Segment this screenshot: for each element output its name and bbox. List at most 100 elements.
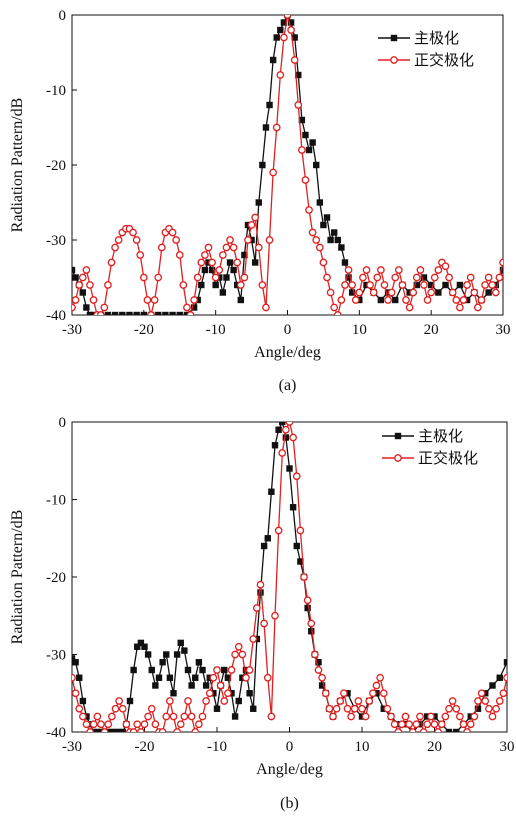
- data-point: [151, 720, 160, 729]
- data-point: [275, 426, 282, 433]
- data-point: [394, 266, 403, 274]
- data-point: [209, 673, 218, 682]
- data-point: [332, 704, 341, 713]
- data-point: [359, 273, 367, 282]
- data-point: [169, 311, 176, 315]
- data-point: [348, 289, 356, 296]
- data-point: [392, 296, 399, 304]
- data-point: [208, 266, 216, 274]
- data-point: [311, 650, 319, 659]
- panel-caption: (a): [279, 377, 297, 394]
- data-point: [237, 296, 245, 304]
- legend-marker-main-polarization: [390, 34, 398, 42]
- data-point: [276, 71, 285, 79]
- data-point: [377, 296, 385, 304]
- data-point: [496, 674, 503, 681]
- legend-label-cross-polarization: 正交极化: [418, 449, 478, 467]
- data-point: [79, 712, 87, 721]
- data-point: [481, 697, 490, 705]
- data-point: [456, 303, 464, 312]
- data-point: [193, 273, 202, 282]
- data-point: [278, 449, 287, 457]
- data-point: [183, 303, 191, 312]
- data-point: [369, 288, 378, 297]
- data-point: [86, 311, 94, 315]
- x-tick-label: 10: [355, 739, 370, 755]
- data-point: [390, 720, 399, 729]
- data-point: [369, 689, 377, 698]
- data-point: [289, 504, 297, 511]
- data-point: [420, 274, 428, 281]
- data-point: [445, 728, 453, 732]
- data-point: [295, 71, 302, 79]
- data-point: [345, 274, 352, 281]
- data-point: [231, 713, 239, 720]
- data-point: [72, 266, 76, 274]
- data-point: [108, 712, 116, 721]
- data-point: [176, 311, 183, 315]
- data-point: [82, 266, 91, 274]
- data-point: [162, 712, 171, 721]
- data-point: [329, 712, 337, 721]
- data-point: [287, 26, 295, 34]
- y-axis-label: Radiation Pattern/dB: [9, 510, 26, 645]
- data-point: [474, 705, 482, 712]
- data-point: [188, 682, 195, 689]
- data-point: [198, 712, 207, 721]
- data-point: [377, 266, 385, 274]
- data-point: [100, 728, 109, 732]
- data-point: [362, 266, 371, 274]
- data-point: [474, 697, 482, 705]
- data-point: [168, 228, 177, 237]
- data-point: [387, 288, 396, 297]
- data-point: [136, 251, 145, 259]
- data-point: [330, 303, 339, 312]
- data-point: [305, 146, 313, 154]
- data-point: [250, 705, 257, 712]
- y-tick-label: 0: [59, 8, 67, 24]
- data-point: [387, 712, 395, 721]
- data-point: [271, 442, 279, 449]
- data-point: [83, 304, 90, 311]
- data-point: [166, 674, 174, 681]
- data-point: [412, 273, 421, 282]
- data-point: [111, 311, 119, 315]
- data-point: [94, 728, 101, 732]
- data-point: [302, 131, 309, 139]
- data-point: [330, 229, 338, 236]
- data-point: [86, 281, 94, 289]
- legend-marker: [394, 432, 402, 440]
- data-point: [503, 673, 507, 682]
- data-point: [97, 728, 105, 732]
- data-point: [350, 704, 359, 713]
- data-point: [72, 655, 76, 662]
- data-point: [227, 666, 236, 674]
- data-point: [241, 251, 248, 259]
- data-point: [434, 266, 443, 274]
- data-point: [319, 258, 328, 267]
- data-point: [262, 124, 270, 131]
- data-point: [488, 281, 497, 289]
- data-point: [327, 236, 334, 244]
- data-point: [314, 666, 323, 674]
- data-point: [423, 720, 432, 729]
- data-point: [325, 704, 334, 713]
- series-cross-polarization: [72, 15, 503, 315]
- y-axis-label: Radiation Pattern/dB: [9, 98, 26, 233]
- series-cross-polarization: [72, 422, 507, 732]
- legend-label-main-polarization: 主极化: [414, 29, 459, 47]
- data-point: [408, 728, 417, 732]
- x-tick-label: 0: [286, 739, 294, 755]
- data-point: [79, 289, 86, 296]
- data-point: [184, 697, 192, 705]
- data-point: [162, 311, 169, 315]
- data-point: [201, 251, 209, 259]
- data-point: [96, 311, 105, 315]
- data-point: [76, 674, 83, 681]
- data-point: [249, 635, 258, 643]
- data-point: [129, 228, 137, 237]
- data-point: [222, 243, 231, 252]
- data-point: [459, 296, 468, 304]
- data-point: [303, 596, 312, 605]
- data-point: [79, 697, 87, 705]
